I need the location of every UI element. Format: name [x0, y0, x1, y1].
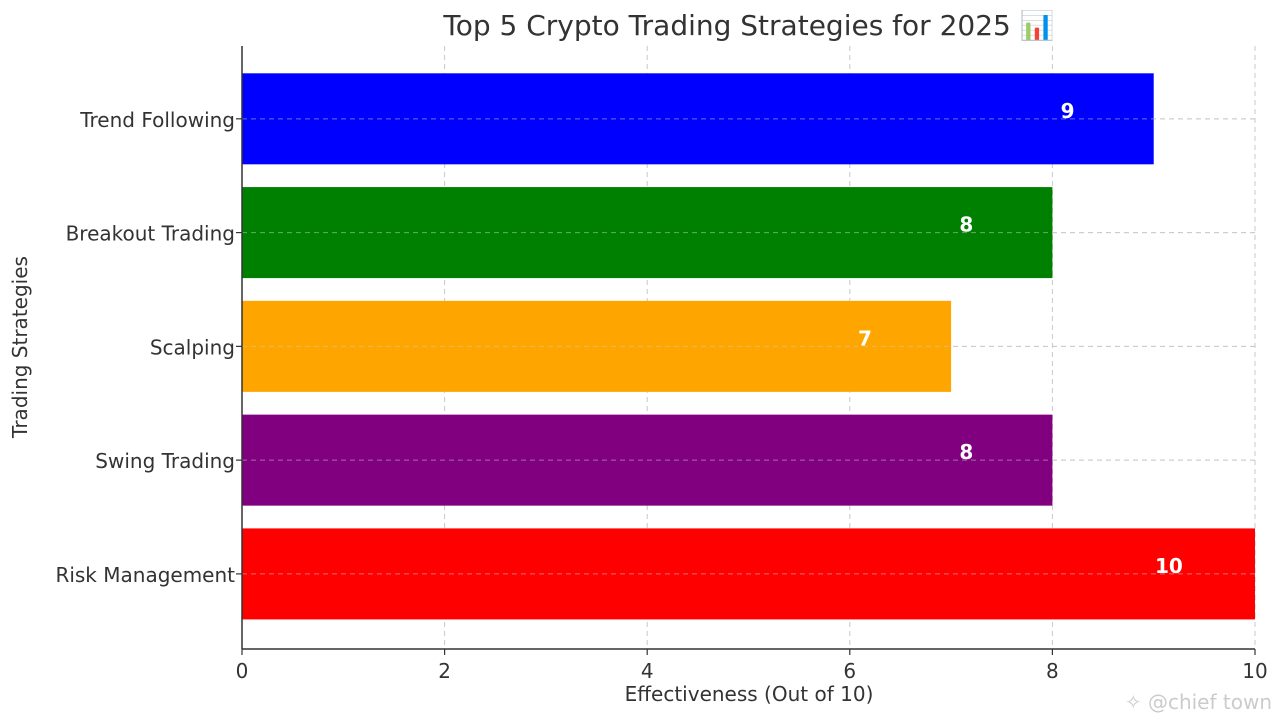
x-tick-label: 8 [1046, 659, 1059, 683]
data-label: 8 [959, 440, 973, 464]
y-tick-label: Swing Trading [95, 449, 235, 473]
data-label: 9 [1061, 99, 1075, 123]
x-tick-label: 0 [236, 659, 249, 683]
watermark-text: @chief town [1147, 690, 1272, 714]
data-label: 8 [959, 213, 973, 237]
chart-title: Top 5 Crypto Trading Strategies for 2025… [442, 9, 1054, 42]
x-tick-label: 2 [438, 659, 451, 683]
x-tick-label: 4 [641, 659, 654, 683]
x-axis-label: Effectiveness (Out of 10) [625, 682, 874, 706]
y-axis-label: Trading Strategies [8, 256, 32, 439]
wechat-icon: ✧ [1124, 690, 1142, 714]
y-tick-label: Trend Following [79, 108, 235, 132]
bars: 9 8 7 8 10 [242, 73, 1255, 620]
axes: 0 2 4 6 8 10 Trend Following Breakout Trading Sc… [55, 46, 1268, 683]
y-tick-label: Scalping [150, 335, 235, 359]
data-label: 7 [858, 326, 872, 350]
data-label: 10 [1155, 554, 1183, 578]
watermark: ✧ @chief town [1125, 690, 1272, 714]
x-tick-label: 10 [1242, 659, 1267, 683]
x-tick-label: 6 [843, 659, 856, 683]
y-tick-label: Breakout Trading [66, 222, 235, 246]
y-tick-label: Risk Management [55, 563, 235, 587]
